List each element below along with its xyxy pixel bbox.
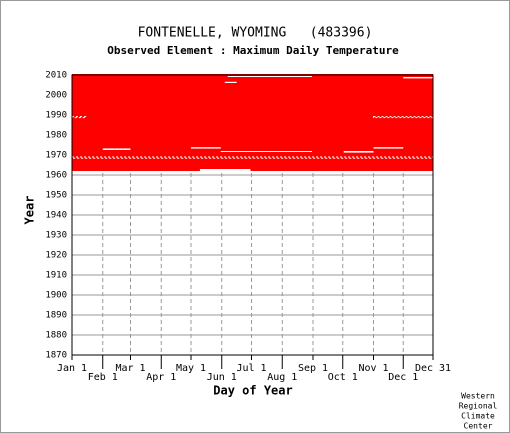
y-tick-label: 1870 (45, 351, 67, 361)
y-tick-label: 1950 (45, 191, 67, 201)
x-axis-label: Day of Year (213, 384, 292, 398)
y-axis-label: Year (23, 196, 37, 225)
missing-data (102, 148, 131, 150)
missing-data (224, 81, 237, 83)
y-tick-label: 1910 (45, 271, 67, 281)
missing-data (199, 169, 251, 171)
x-tick-label: Feb 1 (88, 372, 118, 383)
y-tick-label: 1980 (45, 131, 67, 141)
chart-subtitle: Observed Element : Maximum Daily Tempera… (107, 44, 399, 57)
credit: Center (464, 422, 493, 431)
x-tick-label: Sep 1 (298, 363, 328, 374)
missing-data (220, 151, 313, 152)
y-tick-label: 1990 (45, 111, 67, 121)
x-tick-label: Jul 1 (236, 363, 266, 374)
x-tick-label: Dec 31 (415, 363, 451, 374)
y-tick-label: 1960 (45, 171, 67, 181)
y-tick-label: 1930 (45, 231, 67, 241)
x-tick-label: Mar 1 (115, 363, 145, 374)
y-tick-label: 1880 (45, 331, 67, 341)
missing-data (343, 151, 374, 153)
data-block (72, 74, 433, 171)
x-tick-label: Apr 1 (146, 372, 176, 383)
missing-data (191, 147, 221, 149)
missing-data (227, 76, 313, 77)
x-tick-label: May 1 (176, 363, 206, 374)
credit: Climate (461, 412, 495, 421)
chart-title: FONTENELLE, WYOMING (483396) (138, 26, 373, 41)
x-tick-label: Nov 1 (358, 363, 388, 374)
x-tick-label: Jun 1 (207, 372, 237, 383)
x-tick-label: Aug 1 (267, 372, 297, 383)
x-tick-label: Jan 1 (57, 363, 87, 374)
y-tick-label: 1900 (45, 291, 67, 301)
credit: Regional (459, 402, 498, 411)
y-tick-label: 1970 (45, 151, 67, 161)
x-tick-label: Oct 1 (328, 372, 358, 383)
credit: Western (461, 392, 495, 401)
plot-border (71, 74, 434, 356)
missing-data (373, 147, 404, 149)
y-tick-label: 1920 (45, 251, 67, 261)
y-tick-label: 2010 (45, 71, 67, 81)
x-tick-label: Dec 1 (388, 372, 418, 383)
missing-data (403, 77, 433, 79)
y-tick-label: 2000 (45, 91, 67, 101)
y-tick-label: 1940 (45, 211, 67, 221)
y-tick-label: 1890 (45, 311, 67, 321)
